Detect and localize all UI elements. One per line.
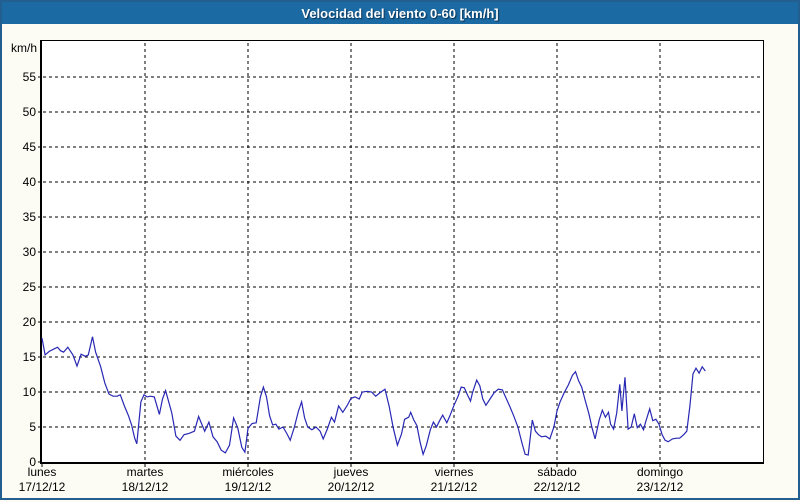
x-axis-date-label: 18/12/12 — [121, 480, 169, 494]
x-axis-day-label: domingo — [636, 465, 684, 479]
y-axis-tick-label: 40 — [22, 175, 36, 189]
chart-title: Velocidad del viento 0-60 [km/h] — [301, 5, 499, 21]
x-axis-date-label: 20/12/12 — [327, 480, 375, 494]
y-axis-tick-label: 5 — [29, 420, 36, 434]
x-axis-day-label: sábado — [537, 465, 577, 479]
x-axis-day-label: jueves — [333, 465, 369, 479]
y-axis-tick-label: 20 — [22, 315, 36, 329]
y-axis-tick-label: 30 — [22, 245, 36, 259]
y-axis-tick-label: 15 — [22, 350, 36, 364]
x-axis-date-label: 23/12/12 — [636, 480, 684, 494]
y-axis-tick-label: 45 — [22, 140, 36, 154]
title-bar: Velocidad del viento 0-60 [km/h] — [2, 2, 798, 24]
y-axis-tick-label: 50 — [22, 105, 36, 119]
y-axis-tick-label: 55 — [22, 70, 36, 84]
y-axis-tick-label: 0 — [29, 455, 36, 469]
x-axis-date-label: 19/12/12 — [224, 480, 272, 494]
x-axis-day-label: martes — [126, 465, 164, 479]
wind-speed-line — [41, 336, 706, 457]
y-axis-tick-label: 25 — [22, 280, 36, 294]
y-axis-unit-label: km/h — [10, 41, 37, 55]
x-axis-day-label: lunes — [27, 465, 57, 479]
x-axis-date-label: 17/12/12 — [18, 480, 66, 494]
x-axis-date-label: 22/12/12 — [533, 480, 581, 494]
y-axis-tick-label: 35 — [22, 210, 36, 224]
x-axis-day-label: viernes — [434, 465, 474, 479]
x-axis-date-label: 21/12/12 — [430, 480, 478, 494]
y-axis-tick-label: 10 — [22, 385, 36, 399]
x-axis-day-label: miércoles — [222, 465, 274, 479]
